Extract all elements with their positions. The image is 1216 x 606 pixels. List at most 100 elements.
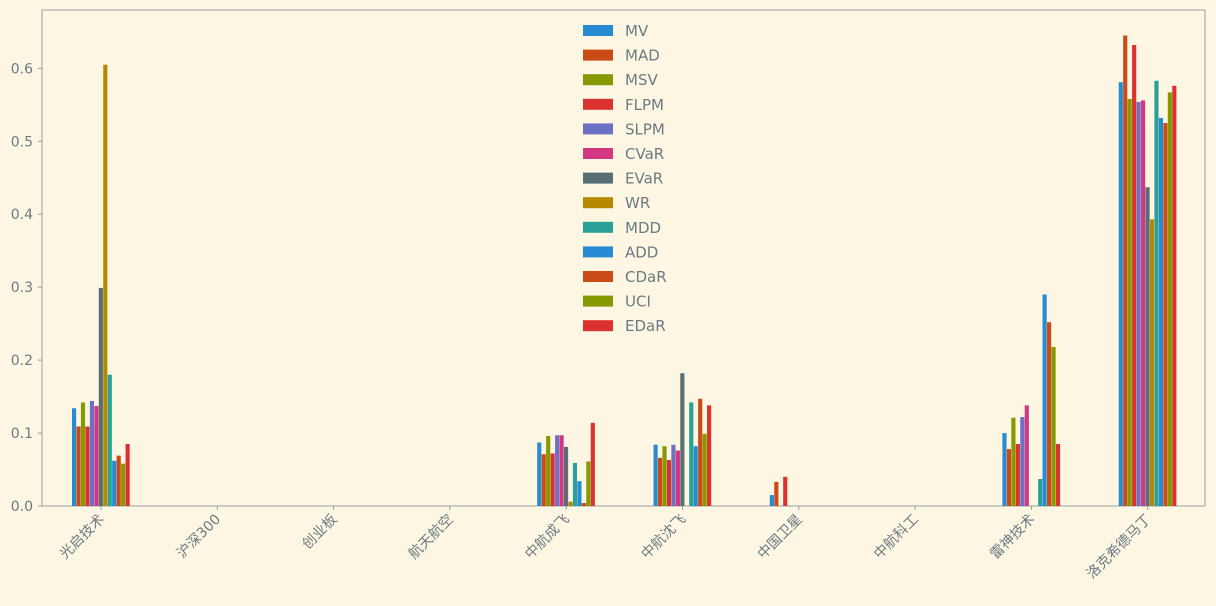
legend-swatch <box>583 172 613 184</box>
bar <box>693 446 698 506</box>
bar <box>1167 92 1172 507</box>
bar <box>546 435 551 506</box>
bar <box>103 64 108 507</box>
bar <box>1042 294 1047 506</box>
bar <box>1038 479 1043 506</box>
bar <box>563 446 569 506</box>
bar <box>783 476 788 506</box>
y-tick-label: 0.6 <box>11 61 33 77</box>
bar <box>1163 123 1168 506</box>
x-tick-label: 航天航空 <box>406 512 457 563</box>
legend-label: MDD <box>625 219 661 237</box>
x-tick-label: 中航成飞 <box>522 512 573 563</box>
bar <box>1127 98 1132 507</box>
bar <box>555 435 560 506</box>
bar <box>1141 100 1146 506</box>
bar <box>702 433 707 506</box>
bar <box>666 460 672 506</box>
bar <box>698 398 703 506</box>
bar <box>581 503 586 506</box>
legend-swatch <box>583 295 613 307</box>
bar <box>1123 35 1128 506</box>
legend-label: UCI <box>625 293 651 311</box>
bar <box>662 446 667 506</box>
legend-label: CVaR <box>625 145 664 163</box>
bar <box>568 501 573 506</box>
bar <box>550 453 555 506</box>
y-tick-label: 0.4 <box>11 207 33 223</box>
bar <box>1145 187 1150 506</box>
x-tick-label: 中国卫星 <box>755 512 806 563</box>
bar <box>1118 82 1123 507</box>
bar <box>586 461 591 506</box>
bar <box>1158 117 1164 506</box>
bar <box>577 481 582 506</box>
legend-label: SLPM <box>625 120 665 138</box>
bar <box>107 374 112 506</box>
bar <box>707 405 712 506</box>
bar <box>1136 101 1141 506</box>
bar <box>1154 80 1159 506</box>
legend-label: MV <box>625 22 649 40</box>
bar <box>1006 449 1012 506</box>
bar <box>116 455 121 506</box>
legend-swatch <box>583 148 613 159</box>
legend-label: MSV <box>625 71 658 89</box>
x-tick-label: 中航沈飞 <box>638 512 689 563</box>
bar <box>671 444 676 506</box>
bar <box>1172 85 1177 507</box>
bar <box>541 454 546 506</box>
bar <box>689 402 694 506</box>
legend-swatch <box>583 98 613 110</box>
bar <box>559 435 564 506</box>
bar <box>72 408 77 506</box>
bar <box>1132 45 1137 506</box>
bar <box>657 457 663 506</box>
bar <box>680 373 685 506</box>
legend-swatch <box>583 25 613 36</box>
x-tick-label: 中航科工 <box>871 512 922 563</box>
legend-label: CDaR <box>625 268 667 286</box>
legend-label: ADD <box>625 243 658 261</box>
legend-swatch <box>583 221 613 233</box>
x-tick-label: 光启技术 <box>57 512 108 563</box>
bar <box>121 463 126 506</box>
bar <box>98 287 103 506</box>
x-tick-label: 雷神技术 <box>987 512 1038 563</box>
bar <box>769 495 774 506</box>
bar <box>1055 444 1061 506</box>
y-tick-label: 0.5 <box>11 134 33 150</box>
legend-swatch <box>583 320 613 332</box>
bar <box>1047 322 1052 506</box>
legend-label: EVaR <box>625 170 663 188</box>
plot-area-border <box>41 9 1206 507</box>
bar <box>89 400 95 506</box>
bar <box>1011 417 1016 506</box>
legend-swatch <box>583 197 613 209</box>
bar <box>112 460 117 506</box>
legend-swatch <box>583 74 613 86</box>
bar <box>125 444 130 506</box>
bar <box>94 406 99 506</box>
legend-label: FLPM <box>625 96 664 114</box>
bar <box>653 444 658 506</box>
x-tick-label: 创业板 <box>299 512 340 553</box>
y-axis: 0.0 0.1 0.2 0.3 0.4 0.5 0.6 <box>11 61 42 515</box>
legend-label: EDaR <box>625 317 666 335</box>
bar <box>572 462 578 506</box>
bar <box>1051 346 1056 506</box>
legend-swatch <box>583 246 613 258</box>
bar <box>590 422 595 506</box>
bar <box>1015 444 1020 506</box>
y-tick-label: 0.0 <box>11 499 33 515</box>
x-tick-label: 洛克希德马丁 <box>1084 512 1155 583</box>
bar <box>85 426 90 506</box>
bar <box>1149 219 1155 506</box>
legend-label: WR <box>625 194 650 212</box>
legend-swatch <box>583 271 613 282</box>
bar <box>76 426 81 506</box>
bar <box>1002 433 1007 506</box>
legend: MV MAD MSV FLPM SLPM CVaR EVaR WR MDD ADD CDaR UCI E… <box>583 22 667 335</box>
bar <box>675 450 680 506</box>
